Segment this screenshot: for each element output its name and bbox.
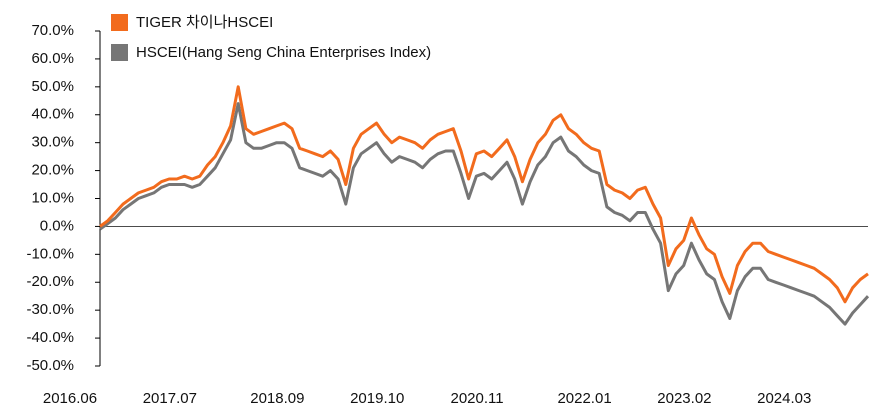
y-tick-label: -10.0% — [26, 245, 74, 262]
x-tick-label: 2017.07 — [143, 390, 197, 407]
y-tick-label: -20.0% — [26, 273, 74, 290]
y-tick-label: 20.0% — [31, 162, 74, 179]
y-tick-label: 50.0% — [31, 78, 74, 95]
x-tick-label: 2016.06 — [43, 390, 97, 407]
x-tick-label: 2018.09 — [250, 390, 304, 407]
legend-label: HSCEI(Hang Seng China Enterprises Index) — [136, 44, 431, 61]
legend-label: TIGER 차이나HSCEI — [136, 14, 273, 31]
x-tick-label: 2022.01 — [557, 390, 611, 407]
y-tick-label: -40.0% — [26, 329, 74, 346]
x-tick-label: 2024.03 — [757, 390, 811, 407]
series-line — [99, 85, 869, 304]
y-tick-label: 10.0% — [31, 189, 74, 206]
y-tick-label: -50.0% — [26, 357, 74, 374]
x-tick-label: 2020.11 — [450, 390, 503, 407]
y-tick-label: -30.0% — [26, 301, 74, 318]
y-tick-label: 40.0% — [31, 106, 74, 123]
y-tick-label: 30.0% — [31, 134, 74, 151]
y-tick-label: 60.0% — [31, 50, 74, 67]
series-line — [99, 102, 870, 326]
y-tick-label: 70.0% — [31, 22, 74, 39]
legend-swatch — [111, 14, 128, 31]
x-tick-label: 2019.10 — [350, 390, 404, 407]
y-tick-label: 0.0% — [40, 217, 74, 234]
legend-swatch — [111, 44, 128, 61]
x-tick-label: 2023.02 — [657, 390, 711, 407]
